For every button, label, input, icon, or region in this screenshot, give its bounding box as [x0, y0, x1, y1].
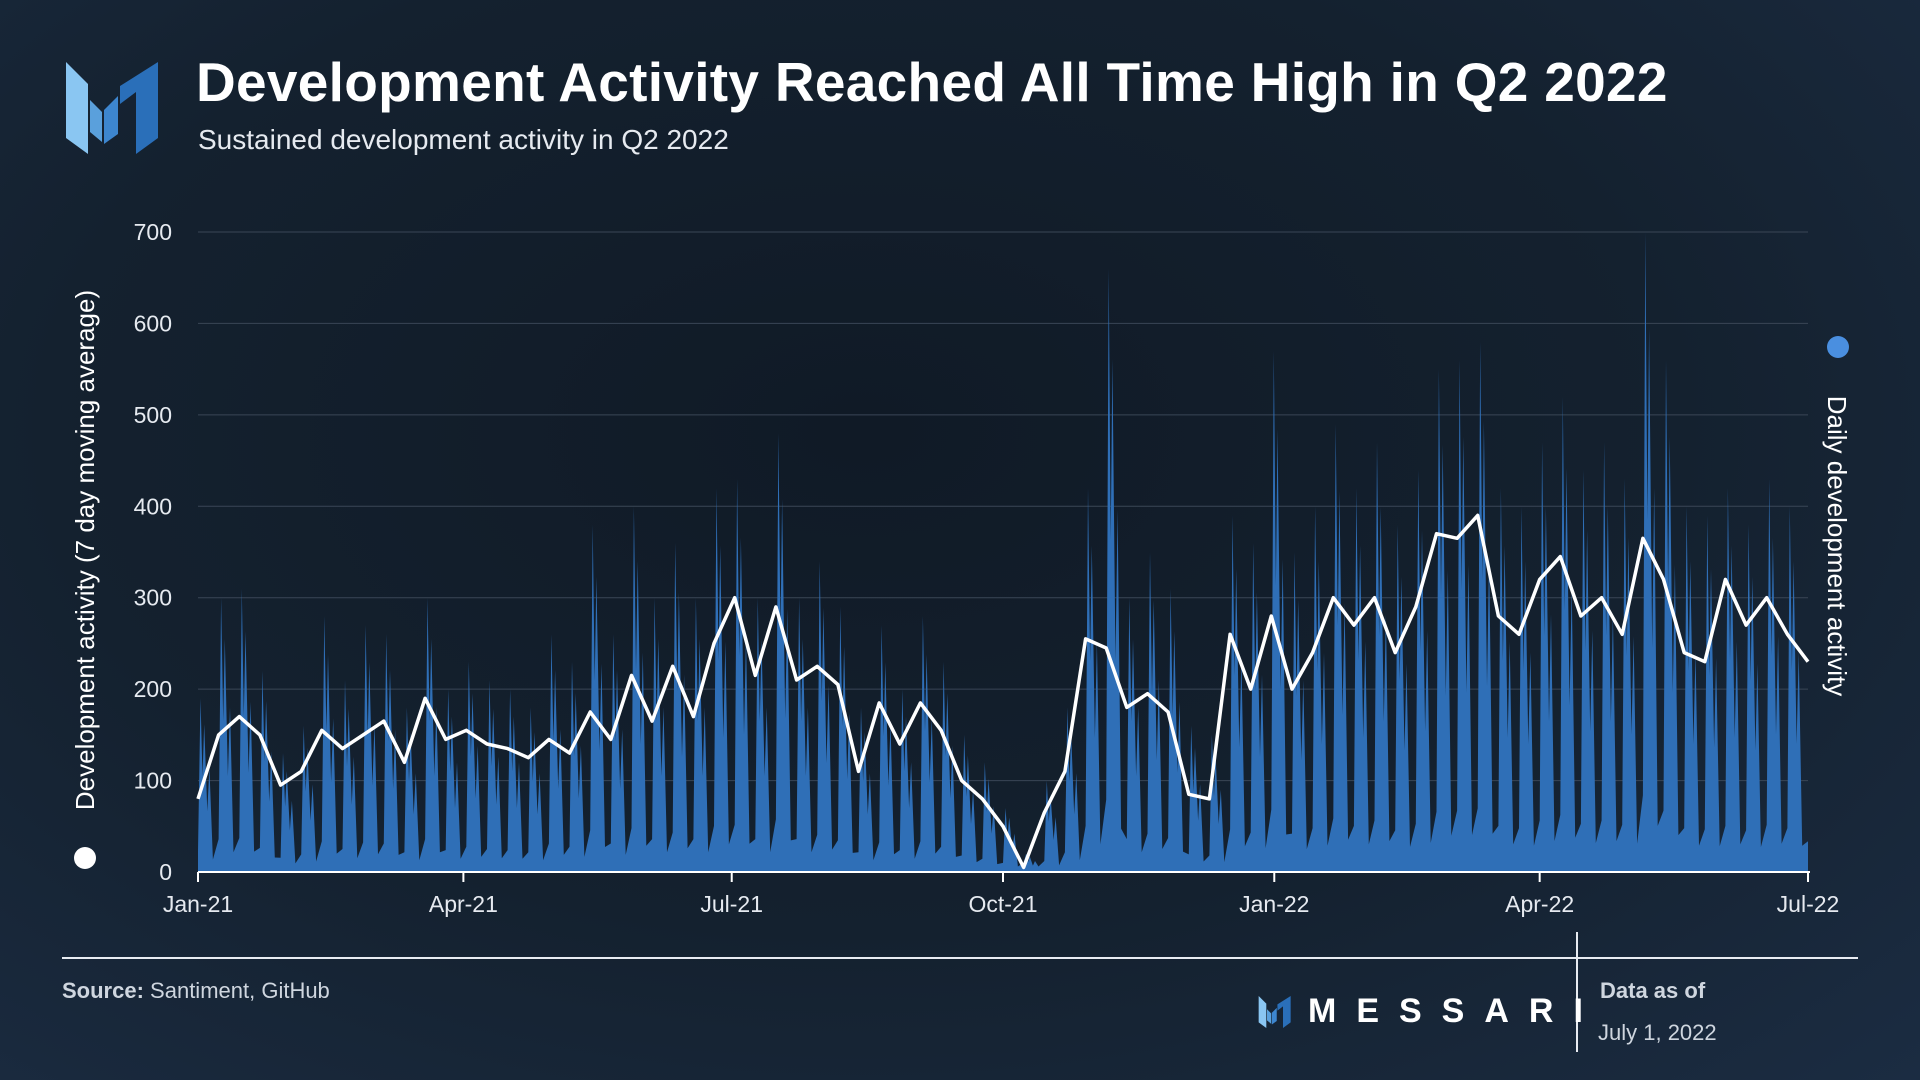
- y-tick-label: 400: [134, 493, 172, 519]
- y-axis-label: Development activity (7 day moving avera…: [70, 290, 100, 810]
- x-axis-ticks: Jan-21 Apr-21 Jul-21 Oct-21 Jan-22 Apr-22 Jul-…: [163, 872, 1839, 917]
- x-tick-label: Jan-21: [163, 891, 233, 917]
- y-tick-label: 100: [134, 768, 172, 794]
- y-axis-label-group: Development activity (7 day moving avera…: [70, 290, 100, 869]
- chart: 0 100 200 300 400 500 600 700 Jan-21 Apr-21 Jul-2…: [70, 219, 1852, 917]
- y-tick-label: 600: [134, 310, 172, 336]
- x-tick-label: Apr-21: [429, 891, 498, 917]
- y2-axis-label-group: Daily development activity: [1822, 336, 1852, 696]
- y-tick-label: 700: [134, 219, 172, 245]
- y-tick-label: 300: [134, 585, 172, 611]
- y2-axis-label: Daily development activity: [1822, 396, 1852, 697]
- y-tick-label: 0: [159, 859, 172, 885]
- page-subtitle: Sustained development activity in Q2 202…: [198, 124, 729, 155]
- moving-average-line: [196, 513, 1810, 870]
- y-tick-label: 500: [134, 402, 172, 428]
- source-text: Santiment, GitHub: [150, 978, 330, 1003]
- x-tick-label: Jul-22: [1777, 891, 1840, 917]
- brand-name: MESSARI: [1308, 992, 1603, 1030]
- x-tick-label: Apr-22: [1505, 891, 1574, 917]
- source-label: Source:: [62, 978, 144, 1003]
- footer-divider: [62, 957, 1858, 959]
- footer-vertical-divider: [1576, 932, 1578, 1052]
- left-series-marker: [74, 847, 96, 869]
- daily-activity-area: [198, 232, 1808, 872]
- messari-logo-icon: [66, 62, 160, 159]
- x-tick-label: Oct-21: [968, 891, 1037, 917]
- y-axis-ticks: 0 100 200 300 400 500 600 700: [134, 219, 172, 885]
- brand-mark: MESSARI: [1258, 992, 1603, 1031]
- source-note: Source: Santiment, GitHub: [62, 978, 330, 1004]
- y-tick-label: 200: [134, 676, 172, 702]
- right-series-marker: [1827, 336, 1849, 358]
- page-title: Development Activity Reached All Time Hi…: [196, 51, 1668, 113]
- x-tick-label: Jan-22: [1239, 891, 1309, 917]
- data-as-of-date: July 1, 2022: [1598, 1020, 1717, 1045]
- x-tick-label: Jul-21: [700, 891, 763, 917]
- data-as-of-label: Data as of: [1600, 978, 1706, 1003]
- messari-small-logo-icon: [1258, 995, 1291, 1028]
- chart-grid: [198, 231, 1808, 782]
